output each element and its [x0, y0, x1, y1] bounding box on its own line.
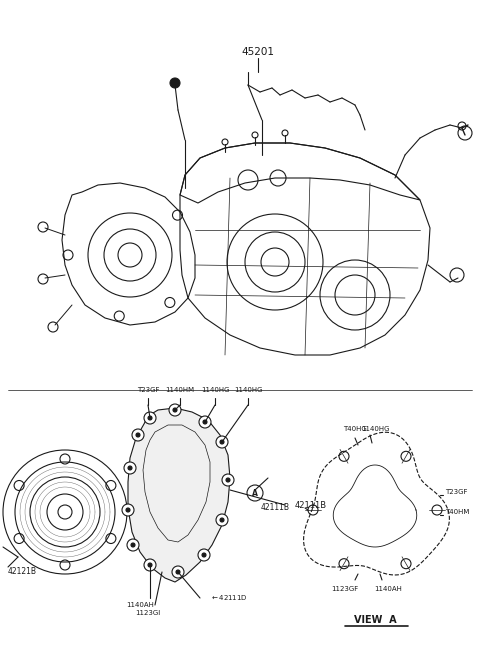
Text: $\leftarrow$42111D: $\leftarrow$42111D — [210, 593, 248, 602]
Circle shape — [127, 539, 139, 551]
Text: 1123GF: 1123GF — [331, 586, 359, 592]
Circle shape — [202, 553, 206, 557]
Circle shape — [203, 420, 207, 424]
Circle shape — [173, 408, 177, 412]
Circle shape — [339, 558, 349, 569]
Text: VIEW  A: VIEW A — [354, 615, 396, 625]
Circle shape — [432, 505, 442, 515]
Circle shape — [339, 451, 349, 461]
Text: 1123GI: 1123GI — [135, 610, 161, 616]
Circle shape — [308, 505, 318, 515]
Circle shape — [226, 478, 230, 482]
Text: 1140AH: 1140AH — [374, 586, 402, 592]
Circle shape — [401, 558, 411, 569]
Circle shape — [128, 466, 132, 470]
Text: 42111B: 42111B — [295, 501, 327, 509]
Circle shape — [170, 78, 180, 88]
Text: T23GF: T23GF — [445, 489, 468, 495]
Text: 1140AH: 1140AH — [126, 602, 154, 608]
Circle shape — [216, 514, 228, 526]
Circle shape — [148, 416, 152, 420]
Circle shape — [124, 462, 136, 474]
Text: T40HG: T40HG — [343, 426, 367, 432]
Text: T23GF: T23GF — [137, 387, 159, 393]
Circle shape — [216, 436, 228, 448]
Circle shape — [198, 549, 210, 561]
Circle shape — [136, 433, 140, 437]
Text: 1140HM: 1140HM — [166, 387, 194, 393]
Circle shape — [132, 429, 144, 441]
Text: 1140HG: 1140HG — [234, 387, 262, 393]
Text: T40HM: T40HM — [445, 509, 469, 515]
Circle shape — [126, 508, 130, 512]
Text: 42111B: 42111B — [261, 503, 290, 512]
Polygon shape — [128, 408, 230, 582]
Circle shape — [172, 566, 184, 578]
Circle shape — [222, 474, 234, 486]
Text: 42121B: 42121B — [8, 567, 37, 576]
Text: A: A — [252, 489, 258, 497]
Circle shape — [401, 451, 411, 461]
Circle shape — [169, 404, 181, 416]
Text: 1140HG: 1140HG — [361, 426, 389, 432]
Circle shape — [148, 563, 152, 567]
Circle shape — [176, 570, 180, 574]
Circle shape — [220, 440, 224, 444]
Circle shape — [144, 559, 156, 571]
Circle shape — [122, 504, 134, 516]
Circle shape — [144, 412, 156, 424]
Circle shape — [199, 416, 211, 428]
Text: 45201: 45201 — [241, 47, 275, 57]
Circle shape — [131, 543, 135, 547]
Text: 1140HG: 1140HG — [201, 387, 229, 393]
Circle shape — [220, 518, 224, 522]
